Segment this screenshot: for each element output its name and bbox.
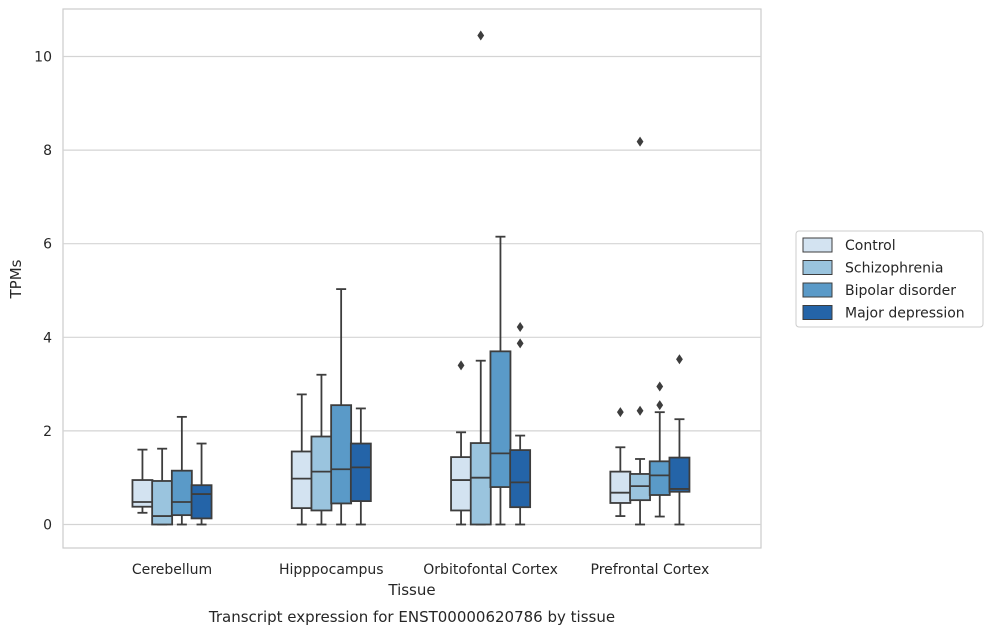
- x-tick-label: Orbitofontal Cortex: [423, 562, 558, 578]
- box-iqr: [170, 469, 193, 517]
- legend-label: Schizophrenia: [845, 261, 943, 277]
- outlier-point: [477, 30, 485, 41]
- box-major-depression: [190, 442, 213, 526]
- legend-label: Control: [845, 238, 896, 254]
- box-iqr: [330, 404, 353, 505]
- box-bipolar-disorder: [170, 415, 193, 526]
- outlier-point: [676, 354, 683, 365]
- box-iqr: [509, 449, 532, 509]
- box-schizophrenia: [629, 136, 651, 526]
- x-tick-labels: Cerebellum Hipppocampus Orbitofontal Corte…: [132, 562, 709, 578]
- box-iqr: [629, 473, 651, 502]
- box-iqr: [648, 460, 671, 496]
- box-schizophrenia: [469, 30, 492, 526]
- box-series: [131, 30, 691, 526]
- box-iqr: [450, 456, 472, 512]
- y-tick-label: 0: [43, 518, 52, 534]
- box-major-depression: [349, 407, 372, 526]
- outlier-point: [516, 338, 524, 349]
- legend-label: Bipolar disorder: [845, 283, 956, 299]
- outlier-point: [516, 322, 524, 333]
- y-tick-label: 6: [43, 237, 52, 253]
- legend-items: Control Schizophrenia Bipolar disorder Majo…: [802, 237, 965, 322]
- y-tick-label: 10: [34, 50, 52, 66]
- y-tick-label: 2: [43, 424, 52, 440]
- legend-swatch: [802, 305, 833, 320]
- legend-label: Major depression: [845, 306, 965, 322]
- box-major-depression: [668, 354, 691, 526]
- x-tick-label: Hipppocampus: [279, 562, 384, 578]
- box-iqr: [489, 350, 512, 488]
- box-bipolar-disorder: [489, 235, 512, 526]
- box-iqr: [310, 435, 333, 512]
- x-axis-title: Tissue: [387, 581, 435, 599]
- outlier-point: [457, 360, 465, 371]
- box-major-depression: [509, 322, 532, 526]
- box-iqr: [290, 450, 313, 510]
- outlier-point: [636, 136, 644, 147]
- x-tick-label: Cerebellum: [132, 562, 212, 578]
- outlier-point: [656, 381, 664, 392]
- box-iqr: [349, 442, 372, 503]
- box-iqr: [668, 456, 691, 493]
- box-iqr: [609, 470, 632, 504]
- legend-swatch: [802, 237, 833, 253]
- box-iqr: [469, 442, 492, 526]
- legend: Control Schizophrenia Bipolar disorder Majo…: [795, 230, 984, 328]
- box-iqr: [190, 484, 213, 520]
- x-tick-label: Prefrontal Cortex: [591, 562, 710, 578]
- box-schizophrenia: [151, 447, 174, 526]
- outlier-point: [616, 407, 624, 418]
- legend-frame: [795, 230, 984, 328]
- box-iqr: [151, 480, 174, 526]
- box-schizophrenia: [310, 373, 333, 526]
- legend-swatch: [802, 282, 833, 298]
- box-control: [609, 407, 632, 517]
- y-tick-labels: 0 2 4 6 8 10: [34, 50, 52, 534]
- legend-swatch: [802, 260, 833, 275]
- y-axis-title: TPMs: [7, 259, 25, 299]
- y-tick-label: 8: [43, 143, 52, 159]
- outlier-point: [656, 400, 664, 411]
- y-tick-label: 4: [43, 330, 52, 346]
- chart-caption: Transcript expression for ENST0000062078…: [208, 608, 615, 626]
- outlier-point: [636, 405, 644, 416]
